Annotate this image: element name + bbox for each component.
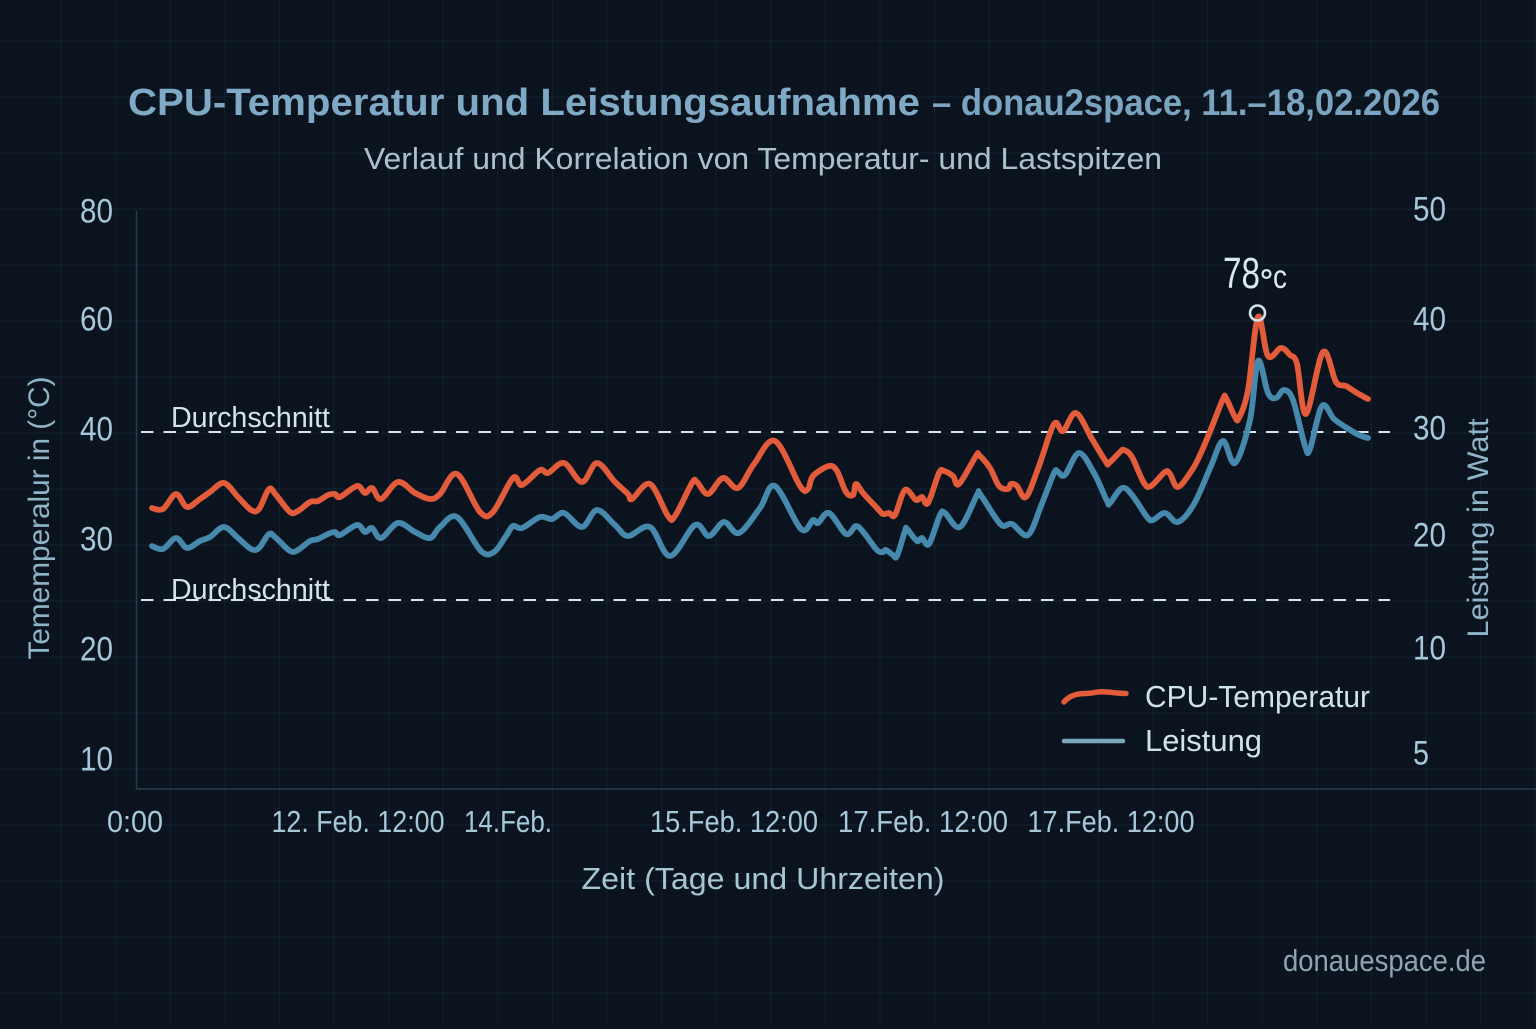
svg-text:40: 40	[1413, 301, 1446, 339]
svg-text:78: 78	[1223, 249, 1260, 298]
svg-text:14.Feb.: 14.Feb.	[464, 804, 552, 839]
svg-text:Zeit (Tage und Uhrzeiten): Zeit (Tage und Uhrzeiten)	[582, 861, 945, 896]
svg-text:– donau2space, 11.–18,02.2026: – donau2space, 11.–18,02.2026	[932, 82, 1440, 123]
svg-text:20: 20	[80, 631, 113, 669]
svg-text:CPU-Temperatur und Leistungsau: CPU-Temperatur und Leistungsaufnahme	[128, 82, 920, 124]
svg-text:CPU-Temperatur: CPU-Temperatur	[1145, 679, 1370, 714]
svg-text:15.Feb. 12:00: 15.Feb. 12:00	[650, 804, 818, 839]
svg-text:12. Feb. 12:00: 12. Feb. 12:00	[272, 804, 445, 839]
svg-text:80: 80	[80, 193, 113, 231]
svg-text:40: 40	[80, 411, 113, 449]
svg-text:60: 60	[80, 301, 113, 339]
svg-text:10: 10	[80, 741, 113, 779]
svg-text:donauespace.de: donauespace.de	[1283, 943, 1486, 978]
svg-text:Leistung in Watt: Leistung in Watt	[1462, 418, 1495, 638]
svg-text:30: 30	[1413, 410, 1446, 448]
svg-text:Leistung: Leistung	[1145, 723, 1262, 758]
svg-text:Durchschnitt: Durchschnitt	[171, 574, 330, 606]
svg-text:Verlauf und Korrelation von Te: Verlauf und Korrelation von Temperatur- …	[364, 141, 1162, 176]
svg-text:20: 20	[1413, 517, 1446, 555]
svg-text:0:00: 0:00	[107, 804, 163, 839]
svg-text:30: 30	[80, 521, 113, 559]
svg-text:5: 5	[1413, 735, 1429, 773]
svg-text:50: 50	[1413, 191, 1446, 229]
svg-text:17.Feb. 12:00: 17.Feb. 12:00	[838, 804, 1008, 839]
svg-text:10: 10	[1413, 630, 1446, 668]
svg-text:Tememperalur in (°C): Tememperalur in (°C)	[23, 377, 56, 660]
svg-text:Durchschnitt: Durchschnitt	[171, 402, 330, 434]
svg-text:17.Feb. 12:00: 17.Feb. 12:00	[1028, 804, 1195, 839]
svg-text:c: c	[1273, 258, 1287, 295]
